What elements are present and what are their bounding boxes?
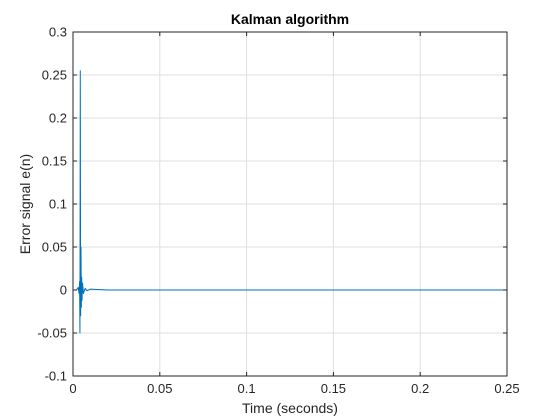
x-axis-label: Time (seconds) (242, 400, 338, 416)
y-tick-label: 0.2 (49, 111, 67, 126)
error-signal-line (73, 70, 507, 334)
y-tick-label: -0.1 (45, 369, 67, 384)
y-tick-label: -0.05 (37, 326, 67, 341)
series-layer (73, 70, 507, 334)
x-tick-label: 0.15 (321, 381, 346, 396)
y-axis-label: Error signal e(n) (17, 154, 33, 254)
chart-title: Kalman algorithm (231, 11, 349, 27)
y-tick-label: 0.3 (49, 25, 67, 40)
y-tick-label: 0.05 (42, 240, 67, 255)
x-tick-label: 0 (69, 381, 76, 396)
x-tick-label: 0.05 (147, 381, 172, 396)
tick-marks (72, 31, 508, 377)
tick-labels: 0 0.05 0.1 0.15 0.2 0.25 -0.1 -0.05 0 0.05 0.1 0.15… (37, 25, 519, 397)
x-tick-label: 0.1 (238, 381, 256, 396)
y-tick-label: 0.1 (49, 197, 67, 212)
y-tick-label: 0.25 (42, 68, 67, 83)
grid (72, 31, 508, 377)
y-tick-label: 0.15 (42, 154, 67, 169)
x-tick-label: 0.25 (494, 381, 519, 396)
x-tick-label: 0.2 (411, 381, 429, 396)
y-tick-label: 0 (60, 283, 67, 298)
